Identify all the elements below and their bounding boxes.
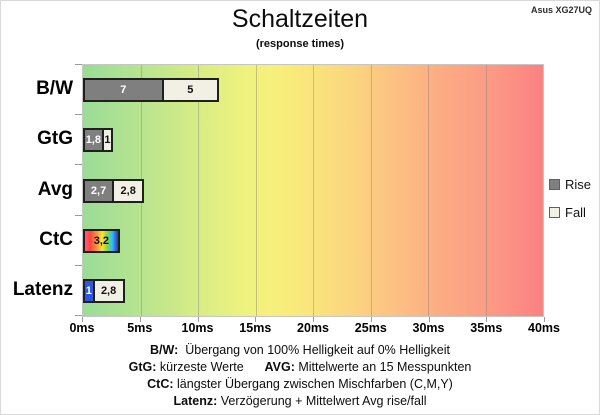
y-tick (75, 114, 82, 116)
x-tick (139, 317, 141, 322)
x-tick (313, 317, 314, 322)
footnote-keyword: AVG: (264, 360, 295, 374)
bar-segment: 1 (101, 128, 114, 153)
y-tick (75, 315, 82, 316)
category-label: Latenz (12, 278, 73, 300)
legend-item: Fall (549, 205, 591, 220)
x-tick-label: 0ms (69, 321, 95, 335)
footnote-line: GtG: kürzeste Werte AVG: Mittelwerte an … (1, 359, 599, 376)
footnote-line: B/W: Übergang von 100% Helligkeit auf 0%… (1, 342, 599, 359)
gridline (485, 65, 487, 316)
footnote-text: längster Übergang zwischen Mischfarben (… (173, 377, 453, 391)
bar-segment: 2,7 (83, 178, 115, 203)
footnote-keyword: Latenz: (173, 394, 218, 408)
gridline (255, 65, 257, 316)
x-tick (255, 317, 257, 322)
x-tick-label: 30ms (412, 321, 445, 335)
legend-label: Rise (565, 177, 592, 192)
chart-title: Schaltzeiten (231, 5, 369, 33)
category-label: Avg (37, 178, 73, 200)
x-tick (486, 317, 488, 322)
gridline (198, 65, 199, 316)
footnote-text: Übergang von 100% Helligkeit auf 0% Hell… (178, 343, 450, 357)
x-tick-label: 15ms (239, 321, 272, 335)
bar-row: 1 2,8 (83, 278, 125, 303)
footnote-keyword: B/W: (150, 343, 179, 357)
footnote-text: kürzeste Werte (156, 360, 265, 374)
footnote-text: Mittelwerte an 15 Messpunkten (294, 360, 472, 374)
category-label: GtG (37, 128, 73, 150)
x-tick (428, 317, 430, 322)
x-tick (544, 317, 545, 322)
bar-row: 3,2 (83, 228, 120, 253)
footnote-keyword: CtC: (147, 377, 174, 391)
x-tick-label: 20ms (297, 321, 329, 335)
bar-row: 1,8 1 (83, 128, 114, 153)
x-tick (370, 317, 372, 322)
x-tick-label: 35ms (470, 321, 503, 335)
y-tick (75, 64, 82, 65)
bar-row: 2,7 2,8 (83, 178, 145, 203)
bar-segment: 2,8 (112, 178, 145, 203)
gridline (313, 65, 314, 316)
category-label: B/W (36, 78, 73, 100)
device-label: Asus XG27UQ (530, 5, 592, 15)
legend-swatch-rise (549, 179, 560, 190)
x-tick-label: 25ms (354, 321, 387, 335)
x-tick-label: 5ms (127, 321, 153, 335)
gridline (370, 65, 372, 316)
x-tick-label: 10ms (181, 321, 214, 335)
footnote-text: Verzögerung + Mittelwert Avg rise/fall (217, 394, 427, 408)
legend: Rise Fall (549, 177, 591, 233)
legend-swatch-fall (549, 207, 560, 218)
gridline (428, 65, 429, 316)
x-tick-label: 40ms (528, 321, 560, 335)
bar-segment: 7 (83, 78, 164, 103)
y-tick (75, 264, 82, 266)
y-tick (75, 164, 82, 166)
bar-segment: 3,2 (83, 228, 120, 253)
category-label: CtC (39, 228, 73, 250)
legend-label: Fall (565, 205, 586, 220)
bar-segment: 1,8 (83, 128, 104, 153)
y-tick (75, 214, 82, 216)
bar-segment: 2,8 (92, 278, 125, 303)
legend-item: Rise (549, 177, 591, 192)
footnote-line: CtC: längster Übergang zwischen Mischfar… (1, 376, 599, 393)
footnote-line: Latenz: Verzögerung + Mittelwert Avg ris… (1, 393, 599, 410)
plot-area: 7 5 1,8 1 2,7 2,8 3,2 1 2,8 (82, 64, 544, 317)
bar-segment: 5 (161, 78, 219, 103)
chart-subtitle: (response times) (255, 38, 345, 50)
x-tick (197, 317, 199, 322)
footnote-keyword: GtG: (128, 360, 157, 374)
footnotes: B/W: Übergang von 100% Helligkeit auf 0%… (1, 342, 599, 410)
x-tick (82, 317, 83, 322)
